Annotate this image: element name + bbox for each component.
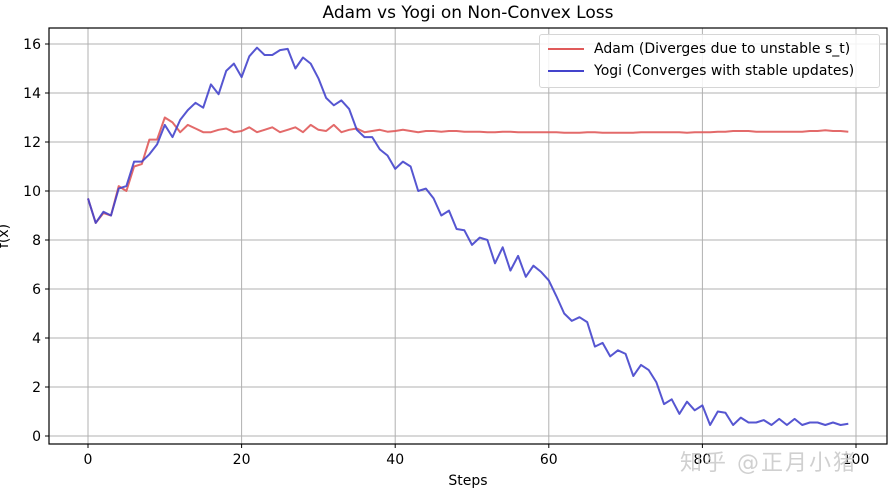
x-tick-label: 20 [233, 452, 251, 468]
y-tick-label: 8 [32, 233, 41, 249]
legend-swatch-adam [548, 48, 584, 50]
y-tick-label: 12 [23, 135, 41, 151]
y-tick-label: 10 [23, 184, 41, 200]
x-tick-label: 60 [540, 452, 558, 468]
adam-line [87, 116, 849, 224]
x-tick-label: 0 [84, 452, 93, 468]
chart-title: Adam vs Yogi on Non-Convex Loss [322, 3, 614, 23]
y-tick-label: 2 [32, 380, 41, 396]
legend-label-yogi: Yogi (Converges with stable updates) [594, 63, 855, 79]
legend-swatch-yogi [548, 70, 584, 72]
y-tick-label: 14 [23, 86, 41, 102]
x-tick-label: 80 [693, 452, 711, 468]
x-axis-label: Steps [448, 473, 488, 489]
legend-item-adam: Adam (Diverges due to unstable s_t) [548, 39, 850, 59]
legend-label-adam: Adam (Diverges due to unstable s_t) [594, 41, 851, 57]
yogi-line [87, 46, 849, 426]
watermark: 知乎 @正月小猪 [680, 451, 857, 476]
y-tick-label: 16 [23, 37, 41, 53]
y-axis-label: f(x) [0, 223, 13, 249]
x-tick-label: 100 [843, 452, 870, 468]
legend-item-yogi: Yogi (Converges with stable updates) [548, 61, 854, 81]
y-tick-label: 6 [32, 282, 41, 298]
y-tick-label: 4 [32, 331, 41, 347]
y-tick-label: 0 [32, 429, 41, 445]
legend: Adam (Diverges due to unstable s_t) Yogi… [539, 34, 880, 88]
plot-frame [48, 27, 888, 445]
x-tick-label: 40 [386, 452, 404, 468]
